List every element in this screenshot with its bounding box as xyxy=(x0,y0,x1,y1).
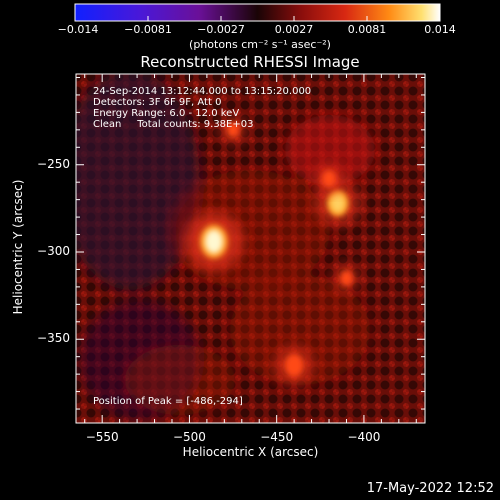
info-line-time: 24-Sep-2014 13:12:44.000 to 13:15:20.000 xyxy=(93,86,312,97)
plot-title: Reconstructed RHESSI Image xyxy=(140,53,360,71)
image-glow-layer xyxy=(76,74,375,420)
colorbar xyxy=(74,3,441,22)
y-tick-label: −350 xyxy=(37,331,70,346)
info-line-detectors: Detectors: 3F 6F 9F, Att 0 xyxy=(93,97,222,108)
y-tick-label: −250 xyxy=(37,156,70,171)
axis-ticks xyxy=(76,74,425,423)
colorbar-units: (photons cm⁻² s⁻¹ asec⁻²) xyxy=(189,38,331,51)
info-line-energy: Energy Range: 6.0 - 12.0 keV xyxy=(93,108,240,119)
info-line-counts: Clean Total counts: 9.38E+03 xyxy=(93,119,254,130)
x-tick-label: −500 xyxy=(172,430,206,444)
x-tick-label: −550 xyxy=(85,430,119,444)
image-field xyxy=(76,74,425,423)
source-body xyxy=(339,270,353,287)
source-core xyxy=(330,193,345,213)
colorbar-tick-label: 0.0027 xyxy=(274,23,314,36)
y-axis-title: Heliocentric Y (arcsec) xyxy=(11,179,25,315)
source-blob xyxy=(218,114,249,145)
source-blob xyxy=(312,162,346,196)
plot-frame xyxy=(75,73,426,424)
source-blob xyxy=(183,211,244,272)
x-axis-title: Heliocentric X (arcsec) xyxy=(182,445,319,459)
peak-position-text: Position of Peak = [-486,-294] xyxy=(93,396,243,407)
colorbar-tick-label: 0.0081 xyxy=(347,23,387,36)
y-tick-label: −300 xyxy=(37,243,70,258)
colorbar-tick-label: −0.014 xyxy=(57,23,99,36)
colorbar-gradient xyxy=(75,4,440,21)
source-body xyxy=(226,121,240,138)
colorbar-tick-label: −0.0027 xyxy=(197,23,245,36)
colorbar-tick-label: −0.0081 xyxy=(124,23,172,36)
info-block: 24-Sep-2014 13:12:44.000 to 13:15:20.000… xyxy=(93,86,311,130)
source-body xyxy=(321,169,337,188)
colorbar-frame xyxy=(74,3,441,22)
x-tick-label: −450 xyxy=(260,430,294,444)
colorbar-tick-label: 0.014 xyxy=(424,23,456,36)
source-blob xyxy=(331,263,362,294)
colorbar-tick-labels: −0.014 −0.0081 −0.0027 0.0027 0.0081 0.014 xyxy=(0,23,500,37)
x-tick-label: −400 xyxy=(347,430,381,444)
footer-date: 17-May-2022 12:52 xyxy=(366,481,494,496)
source-blob xyxy=(273,344,315,387)
source-core xyxy=(204,229,223,254)
source-body xyxy=(284,353,304,377)
sources-layer xyxy=(183,114,362,387)
